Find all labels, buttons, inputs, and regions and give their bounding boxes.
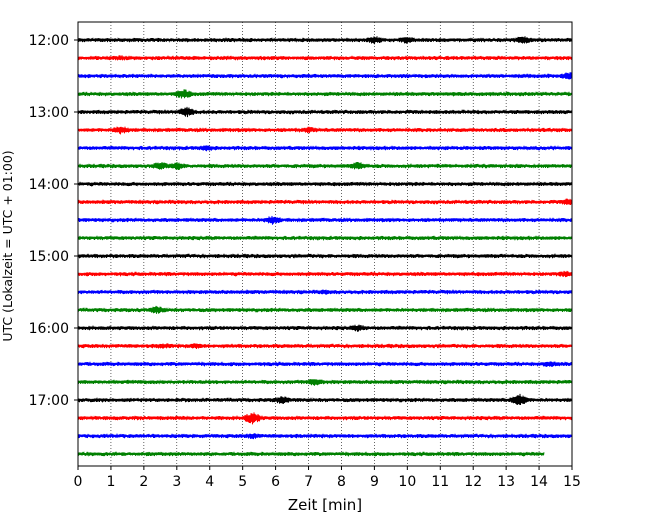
- trace-1230: [77, 72, 573, 80]
- trace-1330: [77, 145, 573, 152]
- y-axis-ticks: 12:00 13:00 14:00 15:00 16:00 17:00: [29, 33, 78, 409]
- x-tick-label-7: 7: [304, 474, 313, 490]
- y-tick-label-16:00: 16:00: [29, 321, 69, 337]
- trace-1215: [77, 55, 573, 61]
- trace-1700: [77, 393, 573, 406]
- x-tick-label-8: 8: [337, 474, 346, 490]
- traces: [77, 36, 573, 457]
- x-tick-label-6: 6: [271, 474, 280, 490]
- trace-1715: [77, 412, 573, 425]
- trace-1400: [77, 181, 573, 187]
- x-tick-label-2: 2: [139, 474, 148, 490]
- y-tick-label-17:00: 17:00: [29, 393, 69, 409]
- trace-1300: [77, 106, 573, 118]
- trace-1315: [77, 126, 573, 135]
- trace-1645: [77, 378, 573, 386]
- y-axis-label: UTC (Lokalzeit = UTC + 01:00): [0, 150, 15, 341]
- plot-frame: [77, 21, 573, 467]
- trace-1445: [77, 235, 573, 241]
- x-tick-label-0: 0: [74, 474, 83, 490]
- x-tick-label-13: 13: [497, 474, 515, 490]
- x-tick-label-3: 3: [172, 474, 181, 490]
- x-axis-label: Zeit [min]: [288, 496, 362, 514]
- trace-1500: [77, 253, 573, 259]
- x-tick-label-4: 4: [205, 474, 214, 490]
- y-tick-label-15:00: 15:00: [29, 249, 69, 265]
- trace-1615: [77, 343, 573, 349]
- trace-1530: [77, 289, 573, 295]
- grid-lines: [110, 22, 540, 466]
- trace-1600: [77, 324, 573, 332]
- x-tick-label-12: 12: [464, 474, 482, 490]
- x-tick-label-5: 5: [238, 474, 247, 490]
- x-axis-ticks: 0 1 2 3 4 5 6 7 8 9 10 11 12 13 14 15: [74, 466, 581, 490]
- trace-1245: [77, 89, 573, 99]
- y-tick-label-12:00: 12:00: [29, 33, 69, 49]
- x-tick-label-11: 11: [431, 474, 449, 490]
- trace-1745: [77, 451, 545, 457]
- x-tick-label-10: 10: [398, 474, 416, 490]
- x-tick-label-1: 1: [106, 474, 115, 490]
- trace-1415: [77, 198, 573, 206]
- trace-1200: [77, 36, 573, 45]
- x-tick-label-9: 9: [370, 474, 379, 490]
- trace-1545: [77, 305, 573, 314]
- trace-1430: [77, 215, 573, 225]
- y-tick-label-13:00: 13:00: [29, 105, 69, 121]
- trace-1515: [77, 270, 573, 278]
- trace-1345: [77, 161, 573, 170]
- y-tick-label-14:00: 14:00: [29, 177, 69, 193]
- x-tick-label-14: 14: [530, 474, 548, 490]
- trace-1730: [77, 433, 573, 440]
- x-tick-label-15: 15: [563, 474, 581, 490]
- trace-1630: [77, 361, 573, 367]
